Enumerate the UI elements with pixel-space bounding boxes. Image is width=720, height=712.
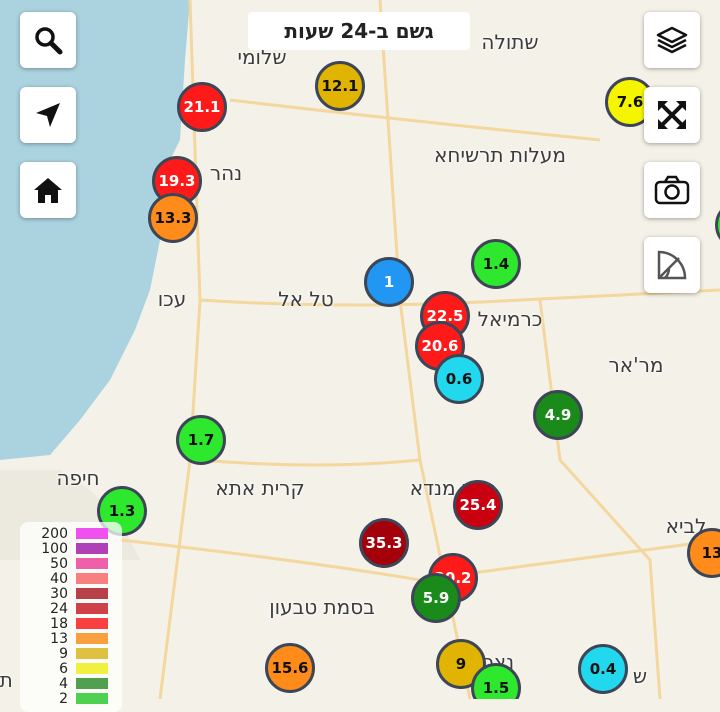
- town-label: ש: [632, 664, 648, 688]
- locate-button[interactable]: [20, 87, 76, 143]
- town-label: חיפה: [56, 466, 100, 490]
- legend-label: 24: [50, 600, 68, 617]
- legend-row: 24: [34, 601, 122, 616]
- map-title: גשם ב-24 שעות: [248, 12, 470, 50]
- legend-label: 50: [50, 555, 68, 572]
- legend-row: 9: [34, 646, 122, 661]
- camera-icon: [654, 175, 690, 205]
- legend-swatch: [76, 588, 108, 599]
- town-label: נהר: [209, 161, 243, 185]
- rain-station-marker[interactable]: 0.4: [578, 644, 628, 694]
- legend: 200 100 50 40 30 24 18 13 9 6 4 2: [20, 522, 122, 712]
- home-icon: [34, 178, 62, 203]
- legend-row: 100: [34, 541, 122, 556]
- legend-row: 6: [34, 661, 122, 676]
- search-icon: [35, 27, 63, 55]
- legend-label: 200: [41, 525, 68, 542]
- home-button[interactable]: [20, 162, 76, 218]
- legend-label: 4: [59, 675, 68, 692]
- fullscreen-button[interactable]: [644, 87, 700, 143]
- legend-row: 18: [34, 616, 122, 631]
- rain-station-marker[interactable]: 25.4: [453, 480, 503, 530]
- legend-row: 4: [34, 676, 122, 691]
- legend-row: 30: [34, 586, 122, 601]
- legend-label: 13: [50, 630, 68, 647]
- navigation-arrow-icon: [36, 103, 60, 127]
- legend-swatch: [76, 663, 108, 674]
- legend-swatch: [76, 618, 108, 629]
- rain-station-marker[interactable]: 5.9: [411, 573, 461, 623]
- rain-station-marker[interactable]: 1.7: [176, 415, 226, 465]
- legend-label: 40: [50, 570, 68, 587]
- rain-station-marker[interactable]: 0.6: [434, 354, 484, 404]
- legend-swatch: [76, 543, 108, 554]
- legend-swatch: [76, 528, 108, 539]
- town-label: בסמת טבעון: [269, 595, 375, 619]
- rain-station-marker[interactable]: 21.1: [177, 82, 227, 132]
- legend-row: 50: [34, 556, 122, 571]
- town-label: מר'אר: [608, 353, 664, 377]
- rain-station-marker[interactable]: 4.9: [533, 390, 583, 440]
- legend-row: 13: [34, 631, 122, 646]
- legend-label: 30: [50, 585, 68, 602]
- rain-station-marker[interactable]: 1: [364, 257, 414, 307]
- rain-station-marker[interactable]: 35.3: [359, 518, 409, 568]
- town-label: טל אל: [278, 287, 334, 311]
- legend-label: 100: [41, 540, 68, 557]
- legend-row: 40: [34, 571, 122, 586]
- rain-station-marker[interactable]: 1.4: [471, 239, 521, 289]
- legend-swatch: [76, 573, 108, 584]
- measure-button[interactable]: [644, 237, 700, 293]
- search-button[interactable]: [20, 12, 76, 68]
- town-label: קרית אתא: [215, 476, 305, 500]
- legend-label: 18: [50, 615, 68, 632]
- town-label: עכו: [157, 287, 187, 311]
- rain-station-marker[interactable]: 1.5: [471, 663, 521, 699]
- legend-row: 200: [34, 526, 122, 541]
- legend-swatch: [76, 678, 108, 689]
- rain-station-marker[interactable]: 13.3: [148, 193, 198, 243]
- expand-icon: [658, 101, 686, 129]
- legend-label: 6: [59, 660, 68, 677]
- layers-icon: [656, 26, 688, 54]
- town-label: שתולה: [481, 30, 539, 54]
- rain-station-marker[interactable]: 13: [687, 528, 720, 578]
- legend-swatch: [76, 648, 108, 659]
- legend-swatch: [76, 558, 108, 569]
- screenshot-button[interactable]: [644, 162, 700, 218]
- rain-station-marker[interactable]: 12.1: [315, 61, 365, 111]
- legend-label: 9: [59, 645, 68, 662]
- town-label: כרמיאל: [477, 307, 543, 331]
- protractor-icon: [657, 250, 687, 280]
- rain-station-marker[interactable]: 15.6: [265, 643, 315, 693]
- legend-swatch: [76, 633, 108, 644]
- legend-swatch: [76, 603, 108, 614]
- layers-button[interactable]: [644, 12, 700, 68]
- town-label: מעלות תרשיחא: [434, 143, 566, 167]
- town-label: תי: [0, 668, 13, 692]
